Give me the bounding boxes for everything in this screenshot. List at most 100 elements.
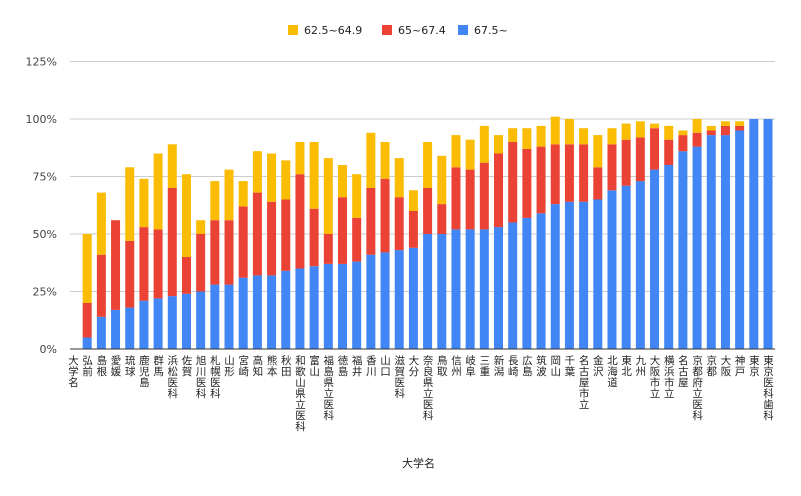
bar-segment-red xyxy=(494,153,504,228)
bar-segment-yellow xyxy=(579,128,589,145)
y-axis-ticks: 0% 25% 50% 75% 100% 125% xyxy=(26,56,57,357)
x-tick-label: 三重 xyxy=(478,355,491,377)
bar-segment-yellow xyxy=(82,234,92,303)
bar-segment-blue xyxy=(437,234,447,349)
x-tick-label: 鳥取 xyxy=(435,355,448,377)
legend: 62.5~64.9 65~67.4 67.5~ xyxy=(288,24,508,37)
bar-segment-yellow xyxy=(252,151,262,193)
bar-segment-yellow xyxy=(678,130,688,136)
x-tick-label: 名古屋市立 xyxy=(577,355,590,410)
legend-swatch xyxy=(382,25,392,35)
bar-segment-yellow xyxy=(337,165,347,198)
y-tick-label: 125% xyxy=(26,56,57,69)
x-tick-label: 山形 xyxy=(223,355,236,377)
bar-segment-blue xyxy=(522,217,532,349)
bar-segment-blue xyxy=(139,300,149,349)
x-tick-label: 長崎 xyxy=(506,355,519,377)
x-tick-label: 大学名 xyxy=(67,355,79,388)
x-tick-label: 福島県立医科 xyxy=(322,355,335,421)
bar-segment-red xyxy=(522,148,532,218)
legend-swatch xyxy=(458,25,468,35)
bar-segment-yellow xyxy=(210,181,220,221)
x-tick-label: 東京医科歯科 xyxy=(762,355,774,421)
bar-segment-red xyxy=(607,144,617,191)
bar-segment-yellow xyxy=(564,119,574,145)
bar-segment-red xyxy=(692,132,702,147)
x-tick-label: 京都 xyxy=(705,355,718,377)
bar-segment-yellow xyxy=(238,181,248,207)
bar-segment-blue xyxy=(508,222,518,349)
bar-segment-blue xyxy=(763,119,773,349)
bar-segment-yellow xyxy=(96,192,106,255)
bar-segment-red xyxy=(238,206,248,278)
bar-segment-blue xyxy=(706,135,716,349)
bar-segment-yellow xyxy=(494,135,504,154)
bar-segment-blue xyxy=(210,284,220,349)
bar-segment-blue xyxy=(167,296,177,349)
bar-segment-red xyxy=(650,128,660,170)
bar-segment-red xyxy=(167,188,177,297)
bar-segment-red xyxy=(181,257,191,294)
bar-segment-yellow xyxy=(309,142,319,209)
x-tick-label: 旭川医科 xyxy=(194,355,207,399)
bar-segment-yellow xyxy=(125,167,135,241)
x-tick-label: 神戸 xyxy=(733,355,746,377)
bar-segment-yellow xyxy=(267,153,277,202)
bar-segment-red xyxy=(210,220,220,285)
bar-segment-blue xyxy=(408,247,418,349)
bar-segment-blue xyxy=(352,261,362,349)
x-tick-label: 弘前 xyxy=(81,355,94,377)
legend-label: 62.5~64.9 xyxy=(304,24,362,37)
bar-segment-blue xyxy=(380,252,390,349)
bar-segment-blue xyxy=(111,309,121,349)
bar-segment-yellow xyxy=(295,142,305,175)
bar-segment-red xyxy=(82,303,92,338)
x-tick-label: 徳島 xyxy=(336,355,349,377)
bar-segment-yellow xyxy=(607,128,617,145)
bar-segment-yellow xyxy=(352,174,362,218)
bar-segment-red xyxy=(352,217,362,262)
bar-segment-yellow xyxy=(181,174,191,257)
bar-segment-blue xyxy=(82,337,92,349)
bar-segment-blue xyxy=(96,316,106,349)
x-tick-label: 信州 xyxy=(449,355,462,377)
x-tick-label: 岐阜 xyxy=(464,355,477,377)
bar-segment-blue xyxy=(720,135,730,349)
bar-segment-red xyxy=(224,220,234,285)
bar-segment-yellow xyxy=(366,132,376,188)
x-tick-label: 高知 xyxy=(251,355,264,377)
x-tick-label: 大分 xyxy=(407,355,420,377)
bar-segment-yellow xyxy=(692,119,702,133)
bar-segment-blue xyxy=(465,229,475,349)
bar-segment-blue xyxy=(295,268,305,349)
bar-segment-blue xyxy=(125,307,135,349)
bar-segment-yellow xyxy=(508,128,518,142)
y-tick-label: 25% xyxy=(33,286,57,299)
bar-segment-yellow xyxy=(153,153,163,230)
bar-segment-red xyxy=(267,201,277,276)
bar-segment-red xyxy=(451,167,461,230)
bar-segment-yellow xyxy=(720,121,730,126)
bar-segment-yellow xyxy=(139,178,149,228)
bar-segment-red xyxy=(621,139,631,186)
x-tick-label: 鹿児島 xyxy=(137,355,150,388)
bar-segment-blue xyxy=(479,229,489,349)
bar-segment-red xyxy=(408,211,418,248)
bar-segment-blue xyxy=(267,275,277,349)
x-tick-label: 浜松医科 xyxy=(166,355,179,399)
bar-segment-red xyxy=(664,139,674,165)
bar-segment-red xyxy=(465,169,475,230)
bar-segment-yellow xyxy=(650,123,660,129)
x-tick-label: 岡山 xyxy=(549,355,562,377)
bar-segment-blue xyxy=(749,119,759,349)
bar-segment-blue xyxy=(735,130,745,349)
bar-segment-blue xyxy=(621,185,631,349)
bar-segment-yellow xyxy=(706,125,716,131)
x-tick-label: 東北 xyxy=(620,355,633,377)
bar-segment-yellow xyxy=(408,190,418,211)
bar-segment-blue xyxy=(579,201,589,349)
bar-segment-yellow xyxy=(281,160,291,200)
bar-segment-red xyxy=(323,234,333,264)
legend-swatch xyxy=(288,25,298,35)
